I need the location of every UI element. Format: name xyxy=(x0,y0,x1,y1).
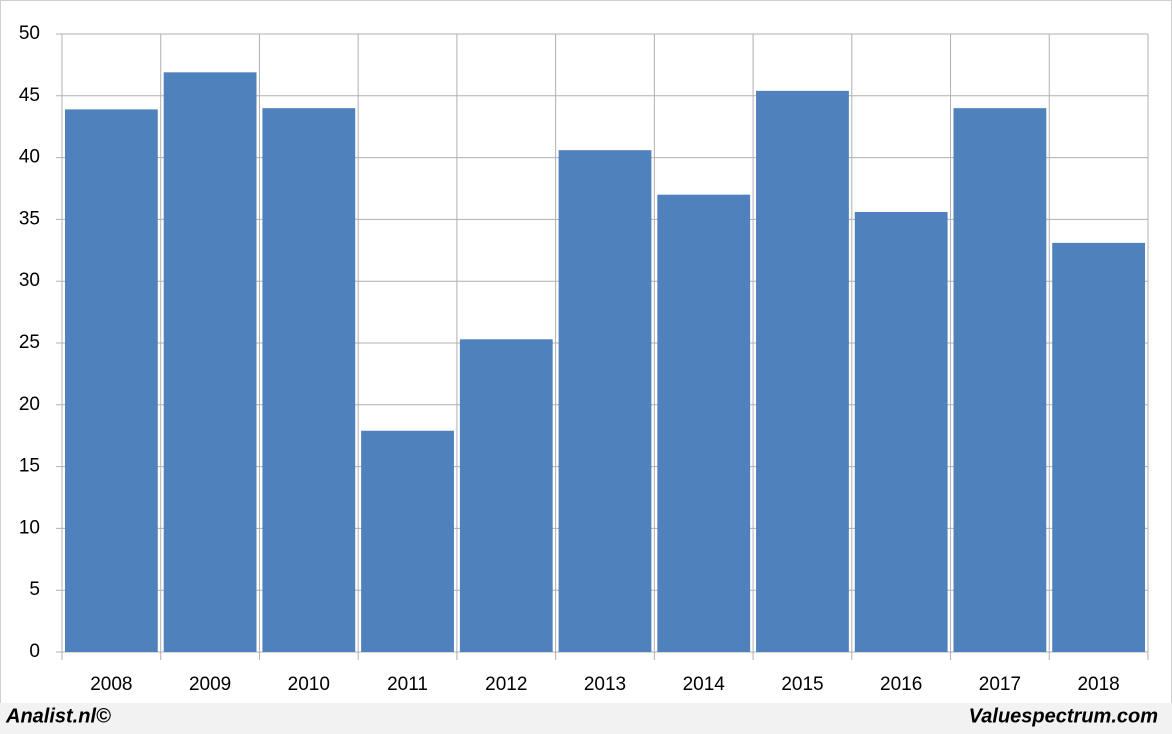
x-tick-label: 2009 xyxy=(189,674,231,695)
x-tick-label: 2016 xyxy=(880,674,922,695)
x-tick-label: 2012 xyxy=(485,674,527,695)
y-tick-label: 15 xyxy=(19,456,40,477)
bar xyxy=(361,430,454,652)
x-tick-label: 2013 xyxy=(584,674,626,695)
bar xyxy=(854,211,948,652)
x-tick-label: 2015 xyxy=(781,674,823,695)
footer-strip xyxy=(0,703,1172,734)
bar xyxy=(657,194,751,652)
bar xyxy=(459,339,553,652)
x-tick-label: 2018 xyxy=(1077,674,1119,695)
bar xyxy=(558,150,652,652)
y-tick-label: 40 xyxy=(19,147,40,168)
y-tick-label: 45 xyxy=(19,85,40,106)
y-tick-label: 30 xyxy=(19,270,40,291)
y-tick-label: 50 xyxy=(19,23,40,44)
bar xyxy=(163,72,257,653)
x-tick-label: 2008 xyxy=(90,674,132,695)
bar xyxy=(262,108,356,652)
y-tick-label: 20 xyxy=(19,394,40,415)
x-tick-label: 2011 xyxy=(387,674,428,695)
bar xyxy=(756,90,849,652)
y-tick-label: 25 xyxy=(19,332,40,353)
bar xyxy=(1052,242,1146,652)
source-right: Valuespectrum.com xyxy=(969,705,1158,727)
y-tick-label: 35 xyxy=(19,208,40,229)
x-tick-label: 2017 xyxy=(979,674,1021,695)
bar xyxy=(953,108,1047,652)
x-tick-label: 2014 xyxy=(683,674,726,695)
y-tick-label: 5 xyxy=(29,579,40,600)
y-tick-label: 10 xyxy=(19,517,40,538)
x-tick-label: 2010 xyxy=(288,674,330,695)
source-left: Analist.nl© xyxy=(5,705,111,727)
bar xyxy=(64,109,158,652)
y-tick-label: 0 xyxy=(29,641,40,662)
